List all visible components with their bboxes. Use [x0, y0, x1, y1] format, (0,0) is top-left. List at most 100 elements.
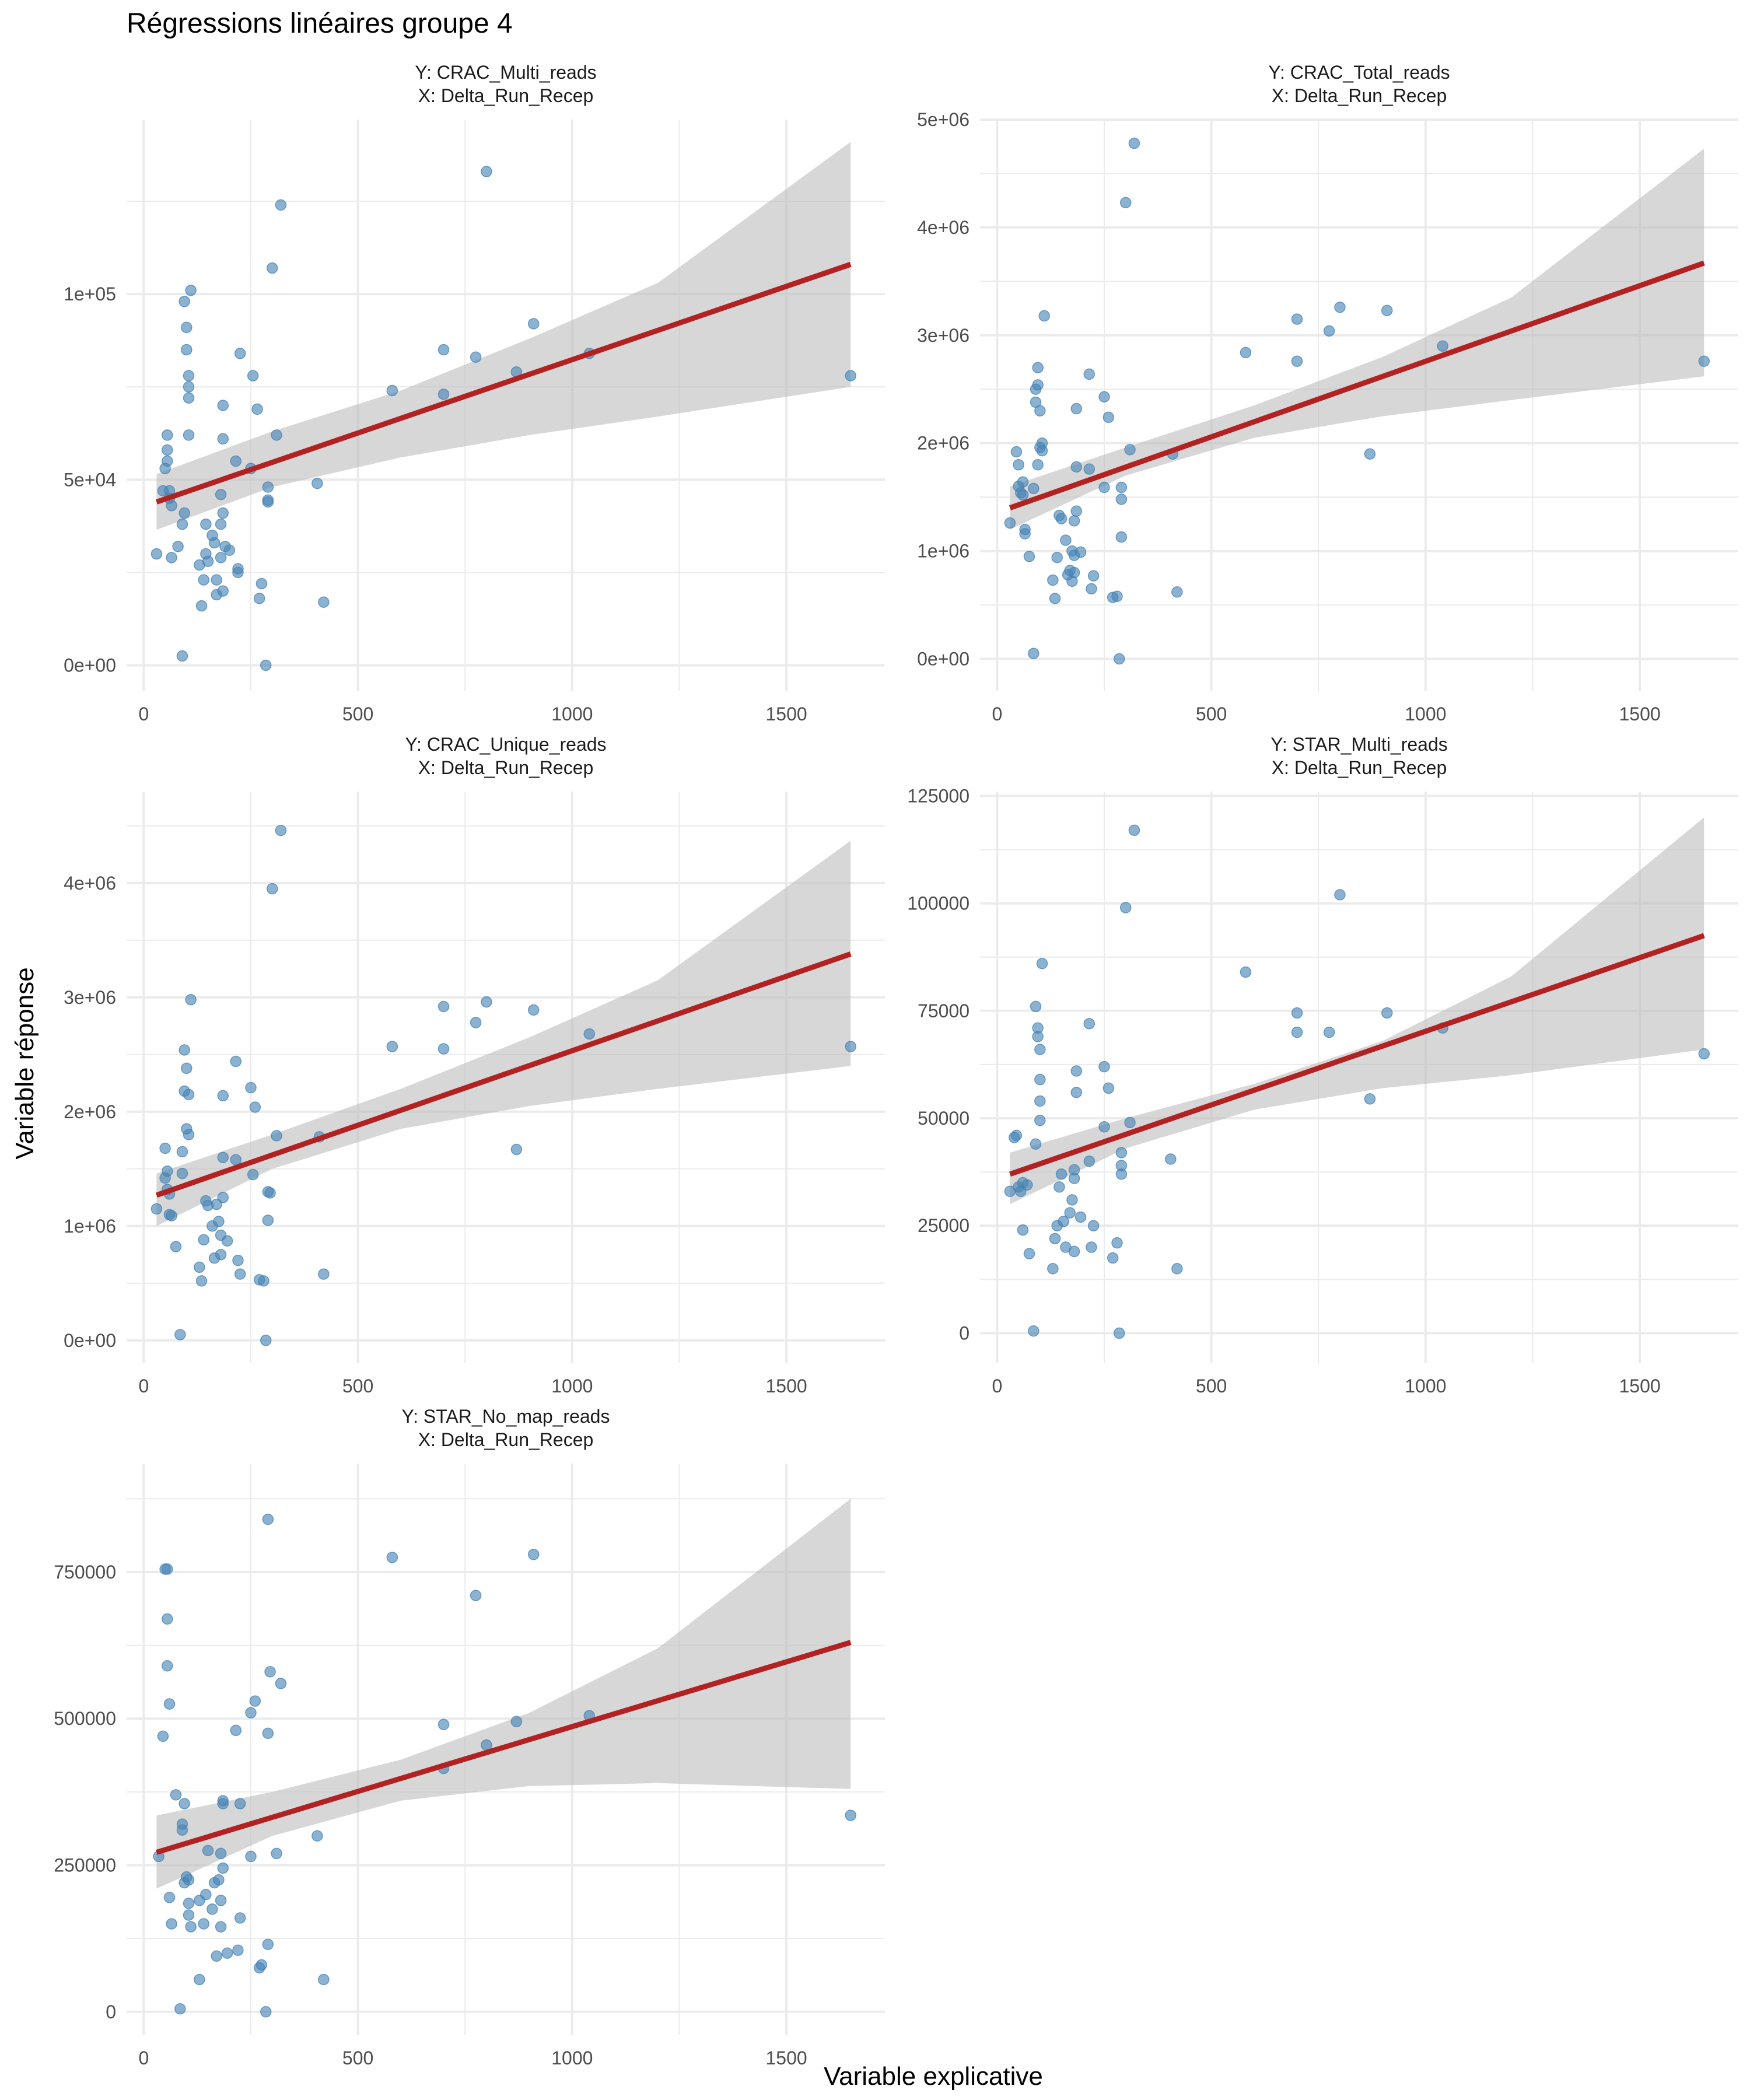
data-point	[1068, 1245, 1080, 1258]
data-point	[195, 1275, 208, 1287]
data-point	[176, 518, 188, 530]
data-point	[1049, 593, 1061, 604]
data-point	[1034, 405, 1046, 416]
data-point	[200, 518, 212, 530]
x-axis-label: Variable explicative	[824, 2062, 1043, 2091]
data-point	[1083, 1018, 1096, 1030]
data-point	[1124, 444, 1136, 456]
y-tick-label: 50000	[918, 1108, 970, 1129]
regression-line	[1009, 933, 1705, 1177]
y-tick-label: 0e+00	[917, 649, 970, 670]
data-point	[1240, 346, 1252, 359]
data-point	[256, 1959, 268, 1971]
data-point	[1023, 551, 1035, 562]
data-point	[256, 578, 268, 590]
data-point	[1323, 325, 1335, 337]
data-point	[162, 1563, 173, 1575]
data-point	[1070, 505, 1083, 517]
data-point	[258, 1275, 270, 1287]
data-point	[211, 1950, 222, 1962]
x-tick-label: 1500	[765, 704, 807, 724]
data-point	[260, 659, 272, 671]
data-point	[181, 344, 192, 356]
data-point	[275, 824, 287, 836]
data-point	[183, 381, 195, 393]
data-point	[510, 1716, 523, 1728]
data-point	[262, 1938, 274, 1950]
x-tick-label: 500	[342, 704, 373, 724]
data-point	[1165, 1153, 1177, 1165]
data-point	[1032, 1031, 1044, 1042]
data-point	[1010, 446, 1023, 458]
data-point	[251, 403, 263, 415]
data-point	[1034, 1114, 1046, 1126]
panel-5: 0 500 1000 1500 0 250000 500000 750000 Y: STAR_N…	[54, 1406, 885, 2068]
y-tick-label: 125000	[907, 785, 970, 806]
data-point	[1074, 546, 1087, 558]
y-tick-label: 250000	[54, 1855, 116, 1876]
y-tick-label: 0	[959, 1322, 970, 1343]
data-point	[232, 1254, 244, 1266]
data-point	[198, 1234, 209, 1246]
data-point	[166, 552, 177, 564]
data-point	[386, 1552, 398, 1563]
data-point	[206, 1903, 218, 1915]
data-point	[1171, 1263, 1183, 1275]
data-point	[183, 1874, 195, 1886]
data-point	[1047, 1263, 1059, 1275]
y-tick-label: 5e+04	[64, 469, 116, 490]
data-point	[470, 351, 482, 363]
y-tick-label: 75000	[918, 1000, 970, 1021]
data-point	[181, 1062, 192, 1074]
data-point	[200, 1889, 212, 1901]
data-point	[1030, 1000, 1042, 1013]
data-point	[1054, 1181, 1065, 1193]
data-point	[1013, 459, 1024, 471]
x-tick-label: 500	[342, 1376, 373, 1396]
data-point	[185, 993, 197, 1006]
data-point	[245, 1082, 257, 1094]
x-tick-label: 1500	[765, 1376, 807, 1396]
data-point	[1364, 1093, 1376, 1105]
x-tick-label: 1000	[551, 704, 593, 724]
data-point	[195, 600, 208, 612]
panel-strip-title: X: Delta_Run_Recep	[1272, 85, 1447, 106]
y-tick-label: 100000	[907, 893, 970, 914]
panel-strip-title: X: Delta_Run_Recep	[1272, 757, 1447, 778]
data-point	[178, 1798, 190, 1810]
data-point	[1086, 583, 1097, 595]
y-tick-label: 1e+05	[64, 284, 116, 304]
figure-title: Régressions linéaires groupe 4	[127, 8, 513, 39]
data-point	[172, 541, 184, 552]
x-tick-label: 1500	[1619, 1376, 1660, 1396]
data-point	[1032, 379, 1044, 391]
data-point	[312, 1830, 323, 1842]
data-point	[217, 400, 229, 411]
data-point	[1068, 566, 1080, 579]
data-point	[260, 1335, 272, 1346]
panel-2: 0 500 1000 1500 0e+00 1e+06 2e+06 3e+06 4e+06 5e+…	[917, 62, 1738, 724]
data-point	[234, 1798, 246, 1810]
panels-container: 0 500 1000 1500 0e+00 5e+04 1e+05 Y: CRAC_Multi…	[54, 62, 1738, 2068]
data-point	[198, 574, 209, 586]
data-point	[1087, 1220, 1100, 1231]
data-point	[1058, 1216, 1069, 1227]
panel-strip-title: Y: STAR_No_map_reads	[402, 1406, 610, 1427]
panel-strip-title: X: Delta_Run_Recep	[418, 85, 594, 106]
data-point	[1051, 551, 1063, 564]
data-point	[217, 1152, 229, 1163]
data-point	[1047, 574, 1059, 586]
data-point	[213, 1874, 225, 1886]
data-point	[266, 883, 278, 895]
y-tick-label: 4e+06	[917, 217, 970, 238]
data-point	[318, 1973, 330, 1986]
data-point	[271, 1847, 282, 1860]
y-tick-label: 500000	[54, 1708, 116, 1729]
data-point	[264, 1666, 276, 1678]
data-point	[1055, 1168, 1068, 1180]
data-point	[1023, 1248, 1035, 1259]
data-point	[845, 1810, 856, 1821]
data-point	[166, 1918, 177, 1930]
data-point	[215, 1249, 227, 1261]
x-tick-label: 1500	[1619, 704, 1660, 724]
